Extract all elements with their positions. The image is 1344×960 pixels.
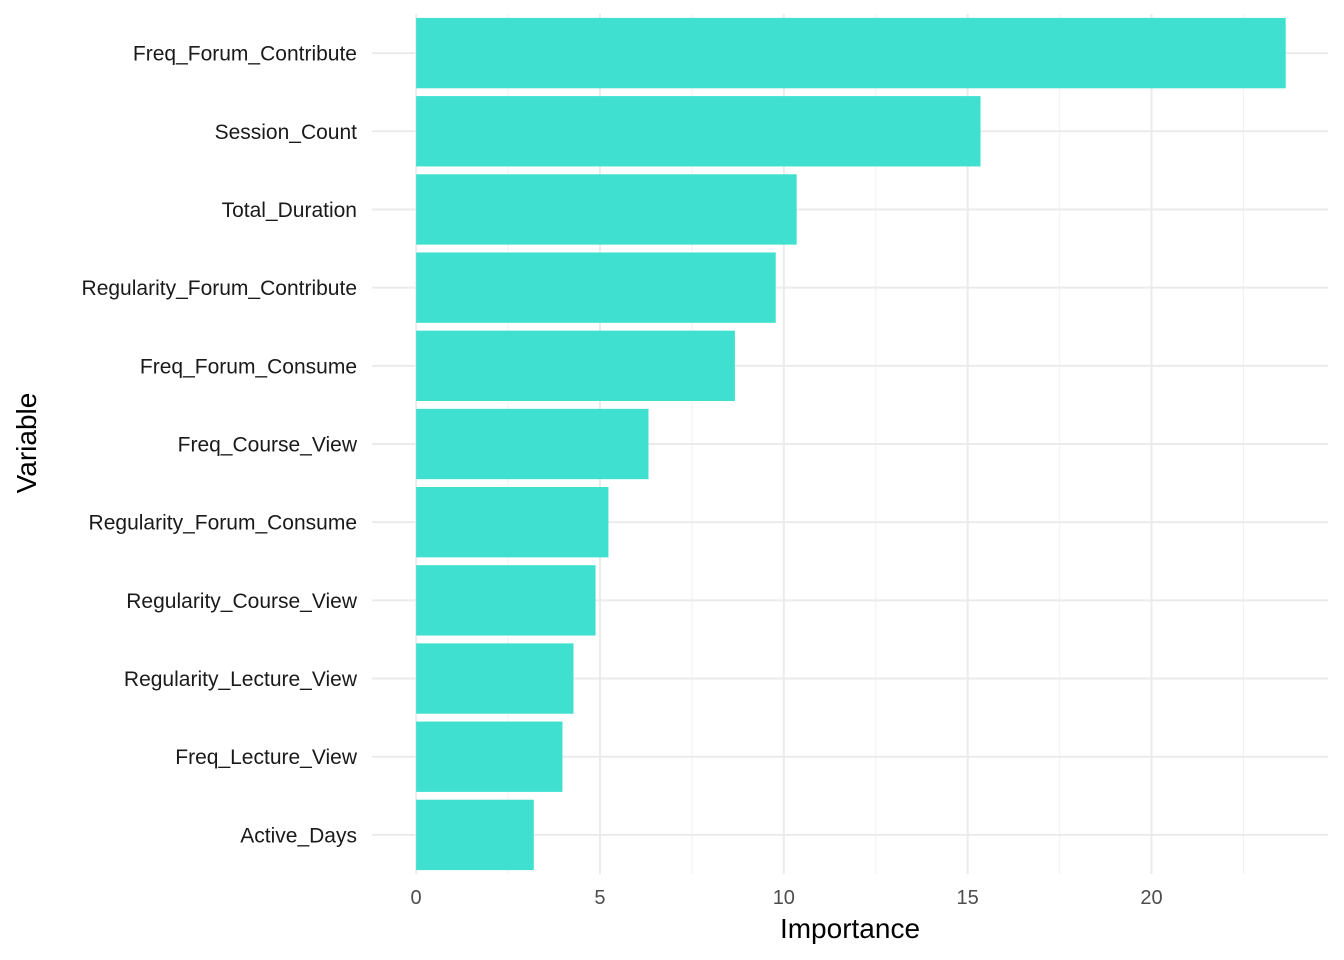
x-tick-labels: 0 5 10 15 20: [411, 887, 1163, 909]
x-tick-label: 5: [594, 887, 605, 909]
y-tick-label: Regularity_Course_View: [126, 590, 358, 613]
y-tick-label: Freq_Forum_Contribute: [133, 43, 357, 66]
x-tick-label: 15: [957, 887, 979, 909]
x-axis-title: Importance: [780, 913, 920, 944]
y-axis-title: Variable: [11, 393, 42, 494]
bar-freq-course-view: [416, 408, 649, 480]
y-tick-label: Active_Days: [240, 824, 357, 847]
x-tick-label: 10: [773, 887, 795, 909]
bar-total-duration: [416, 174, 797, 245]
bar-freq-forum-consume: [416, 330, 735, 401]
y-tick-label: Regularity_Lecture_View: [124, 668, 358, 691]
bar-regularity-course-view: [416, 565, 596, 636]
y-tick-label: Regularity_Forum_Consume: [89, 512, 357, 535]
bar-regularity-forum-contribute: [416, 252, 776, 323]
y-tick-label: Freq_Forum_Consume: [140, 355, 357, 378]
bars: [416, 17, 1286, 871]
bar-active-days: [416, 799, 534, 871]
x-tick-label: 20: [1140, 887, 1162, 909]
bar-regularity-forum-consume: [416, 487, 609, 558]
y-tick-label: Total_Duration: [222, 199, 357, 222]
bar-freq-lecture-view: [416, 721, 563, 792]
bar-regularity-lecture-view: [416, 643, 574, 714]
bar-freq-forum-contribute: [416, 17, 1286, 89]
x-tick-label: 0: [411, 887, 422, 909]
y-tick-label: Freq_Course_View: [178, 434, 358, 457]
y-tick-label: Freq_Lecture_View: [175, 746, 358, 769]
y-tick-label: Session_Count: [215, 121, 358, 144]
bar-session-count: [416, 96, 981, 167]
y-tick-label: Regularity_Forum_Contribute: [82, 277, 357, 300]
y-tick-labels: Freq_Forum_Contribute Session_Count Total_…: [82, 43, 358, 848]
